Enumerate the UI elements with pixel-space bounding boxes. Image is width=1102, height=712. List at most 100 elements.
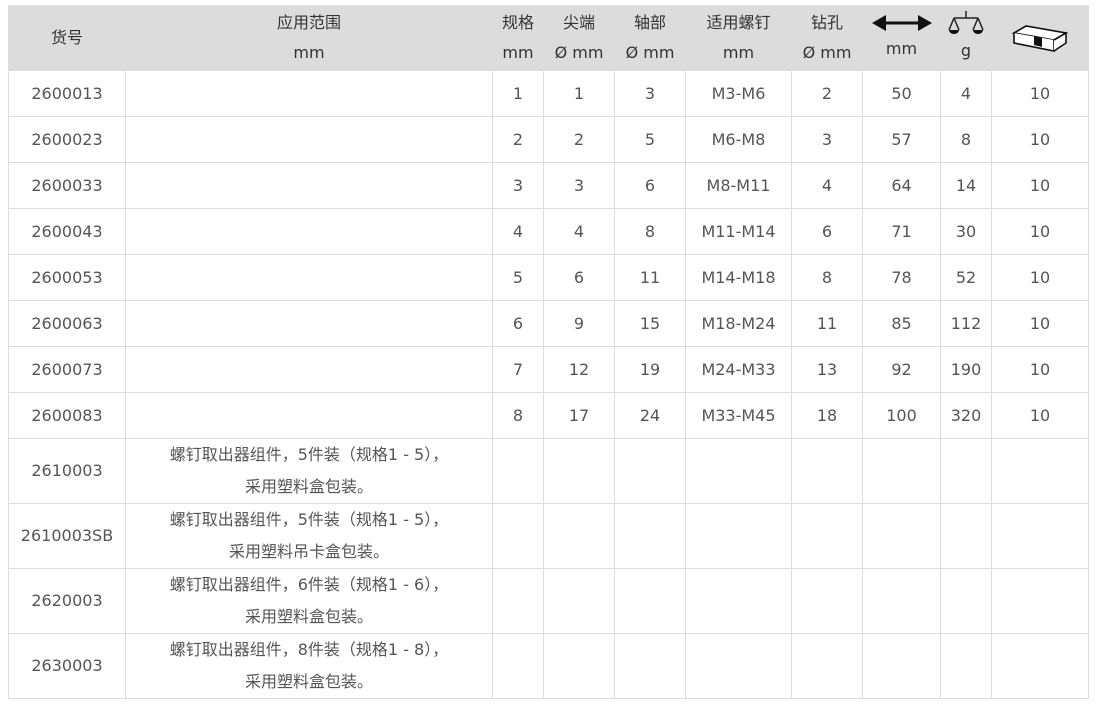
- cell-shaft-dia: 3: [614, 70, 686, 117]
- header-unit: mm: [722, 43, 755, 62]
- cell-drill-dia: 4: [791, 162, 863, 209]
- cell-screw-range: M18-M24: [685, 300, 792, 347]
- header-shaft: 轴部 Ø mm: [614, 5, 686, 71]
- cell-item-no: 2600083: [8, 392, 126, 439]
- header-label: 尖端: [562, 13, 595, 32]
- header-size: 规格 mm: [492, 5, 544, 71]
- cell-application: [125, 392, 493, 439]
- kit-desc-line1: 螺钉取出器组件，6件装（规格1 - 6），: [169, 575, 449, 594]
- cell-application: [125, 300, 493, 347]
- header-label: 适用螺钉: [706, 13, 771, 32]
- header-label: 钻孔: [810, 13, 843, 32]
- cell-weight: [940, 633, 992, 699]
- cell-length: 64: [862, 162, 941, 209]
- cell-item-no: 2600023: [8, 116, 126, 163]
- cell-item-no: 2600063: [8, 300, 126, 347]
- cell-pack-qty: 10: [991, 208, 1089, 255]
- cell-shaft-dia: [614, 438, 686, 504]
- header-unit: mm: [502, 43, 534, 62]
- cell-shaft-dia: 19: [614, 346, 686, 393]
- kit-row: 2630003 螺钉取出器组件，8件装（规格1 - 8）， 采用塑料盒包装。: [8, 633, 1089, 699]
- cell-item-no: 2620003: [8, 568, 126, 634]
- cell-drill-dia: [791, 568, 863, 634]
- table-row: 2600033 3 3 6 M8-M11 4 64 14 10: [8, 162, 1089, 209]
- length-arrow-icon: [871, 15, 932, 31]
- product-table: 货号 应用范围 mm 规格 mm 尖端 Ø mm 轴部 Ø mm 适用螺钉 mm 钻孔 Ø …: [8, 5, 1089, 699]
- header-label: 货号: [50, 28, 83, 47]
- cell-weight: 320: [940, 392, 992, 439]
- cell-length: 85: [862, 300, 941, 347]
- header-row: 货号 应用范围 mm 规格 mm 尖端 Ø mm 轴部 Ø mm 适用螺钉 mm 钻孔 Ø …: [8, 5, 1089, 71]
- header-drill: 钻孔 Ø mm: [791, 5, 863, 71]
- cell-drill-dia: 18: [791, 392, 863, 439]
- cell-weight: [940, 503, 992, 569]
- kit-desc-line2: 采用塑料盒包装。: [244, 672, 373, 691]
- kit-desc-line1: 螺钉取出器组件，5件装（规格1 - 5），: [169, 445, 449, 464]
- cell-screw-range: M11-M14: [685, 208, 792, 255]
- cell-screw-range: M6-M8: [685, 116, 792, 163]
- cell-pack-qty: 10: [991, 254, 1089, 301]
- header-unit: mm: [885, 39, 918, 58]
- kit-row: 2610003SB 螺钉取出器组件，5件装（规格1 - 5）， 采用塑料吊卡盒包装。: [8, 503, 1089, 569]
- cell-tip-dia: 1: [543, 70, 615, 117]
- cell-screw-range: M24-M33: [685, 346, 792, 393]
- cell-weight: 4: [940, 70, 992, 117]
- cell-pack-qty: 10: [991, 70, 1089, 117]
- cell-size: 8: [492, 392, 544, 439]
- cell-tip-dia: 4: [543, 208, 615, 255]
- header-screw: 适用螺钉 mm: [685, 5, 792, 71]
- cell-application: [125, 346, 493, 393]
- cell-application: 螺钉取出器组件，5件装（规格1 - 5）， 采用塑料吊卡盒包装。: [125, 503, 493, 569]
- cell-item-no: 2610003SB: [8, 503, 126, 569]
- header-length: mm: [862, 5, 941, 71]
- cell-length: 50: [862, 70, 941, 117]
- cell-drill-dia: 3: [791, 116, 863, 163]
- cell-drill-dia: [791, 503, 863, 569]
- table-row: 2600013 1 1 3 M3-M6 2 50 4 10: [8, 70, 1089, 117]
- cell-size: 2: [492, 116, 544, 163]
- cell-size: 6: [492, 300, 544, 347]
- cell-size: 7: [492, 346, 544, 393]
- cell-pack-qty: [991, 568, 1089, 634]
- cell-drill-dia: [791, 438, 863, 504]
- cell-tip-dia: 17: [543, 392, 615, 439]
- cell-size: [492, 503, 544, 569]
- cell-shaft-dia: 11: [614, 254, 686, 301]
- header-unit: Ø mm: [554, 43, 604, 62]
- scale-weight-icon: [948, 11, 984, 34]
- kit-row: 2620003 螺钉取出器组件，6件装（规格1 - 6）， 采用塑料盒包装。: [8, 568, 1089, 634]
- cell-tip-dia: 2: [543, 116, 615, 163]
- cell-weight: 8: [940, 116, 992, 163]
- table-row: 2600083 8 17 24 M33-M45 18 100 320 10: [8, 392, 1089, 439]
- cell-screw-range: M33-M45: [685, 392, 792, 439]
- header-label: 规格: [501, 13, 534, 32]
- cell-drill-dia: 8: [791, 254, 863, 301]
- table-row: 2600043 4 4 8 M11-M14 6 71 30 10: [8, 208, 1089, 255]
- cell-length: 100: [862, 392, 941, 439]
- cell-screw-range: [685, 438, 792, 504]
- cell-size: 3: [492, 162, 544, 209]
- cell-weight: 52: [940, 254, 992, 301]
- header-unit: Ø mm: [802, 43, 852, 62]
- header-weight: g: [940, 5, 992, 71]
- kit-desc-line1: 螺钉取出器组件，5件装（规格1 - 5），: [169, 510, 449, 529]
- header-tip: 尖端 Ø mm: [543, 5, 615, 71]
- cell-shaft-dia: 6: [614, 162, 686, 209]
- cell-size: 5: [492, 254, 544, 301]
- cell-item-no: 2600053: [8, 254, 126, 301]
- cell-shaft-dia: 24: [614, 392, 686, 439]
- cell-weight: 190: [940, 346, 992, 393]
- header-label: 应用范围: [276, 13, 341, 32]
- cell-tip-dia: 9: [543, 300, 615, 347]
- cell-item-no: 2610003: [8, 438, 126, 504]
- package-box-icon: [1012, 25, 1068, 52]
- cell-screw-range: [685, 633, 792, 699]
- cell-drill-dia: [791, 633, 863, 699]
- cell-pack-qty: 10: [991, 162, 1089, 209]
- cell-application: [125, 208, 493, 255]
- cell-pack-qty: 10: [991, 116, 1089, 163]
- table-row: 2600063 6 9 15 M18-M24 11 85 112 10: [8, 300, 1089, 347]
- cell-pack-qty: [991, 438, 1089, 504]
- cell-screw-range: M3-M6: [685, 70, 792, 117]
- cell-tip-dia: [543, 568, 615, 634]
